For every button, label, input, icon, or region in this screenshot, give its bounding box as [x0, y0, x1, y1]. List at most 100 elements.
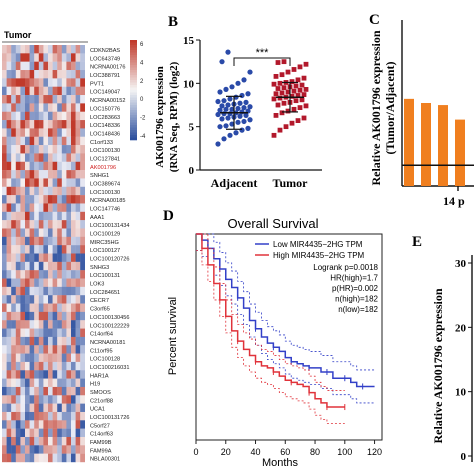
heatmap-cell [52, 428, 58, 438]
heatmap-cell [43, 95, 49, 104]
heatmap-row-label: CECR7 [90, 298, 109, 304]
heatmap-cell [11, 220, 16, 229]
survival-ci-upper [196, 233, 375, 371]
heatmap-cell [80, 53, 85, 62]
heatmap-cell [48, 270, 53, 279]
heatmap-cell [43, 286, 49, 296]
heatmap-cell [6, 153, 12, 162]
heatmap-panel: Tumor CDKN2BAS LOC643749 NCRNA00176 LOC3887… [2, 30, 146, 463]
heatmap-cell [20, 328, 26, 338]
heatmap-cell [48, 295, 53, 304]
heatmap-cell [52, 295, 58, 304]
survival-xlabel: Months [262, 457, 299, 469]
heatmap-cell [20, 120, 26, 129]
heatmap-cell [66, 45, 72, 54]
heatmap-cell [61, 261, 67, 271]
heatmap-cell [61, 428, 67, 438]
heatmap-cell [15, 128, 21, 137]
heatmap-cell [66, 328, 72, 338]
colorbar-step [130, 45, 137, 48]
heatmap-cell [25, 86, 30, 96]
heatmap-cell [71, 170, 76, 179]
heatmap-cell [2, 86, 7, 96]
scatter-point-tumor [275, 60, 281, 65]
heatmap-cell [43, 45, 49, 54]
scatter-point-tumor [271, 96, 277, 102]
heatmap-cell [61, 295, 67, 304]
heatmap-cell [20, 420, 26, 429]
heatmap-cell [11, 161, 16, 171]
heatmap-cell [11, 361, 16, 371]
heatmap-cell [43, 378, 49, 388]
heatmap-cell [25, 228, 30, 238]
colorbar-tick-label: 2 [140, 79, 144, 85]
heatmap-cell [66, 270, 72, 279]
heatmap-cell [2, 270, 7, 279]
heatmap-cell [71, 370, 76, 379]
heatmap-cell [34, 295, 39, 304]
scatter-point-tumor [277, 127, 283, 133]
heatmap-cell [80, 120, 85, 129]
heatmap-cell [15, 345, 21, 354]
heatmap-cell [52, 395, 58, 404]
heatmap-cell [11, 253, 16, 263]
heatmap-cell [61, 195, 67, 204]
heatmap-cell [38, 120, 44, 129]
heatmap-cell [38, 420, 44, 429]
heatmap-cell [75, 236, 81, 246]
heatmap-cell [29, 220, 35, 229]
scatter-point-tumor [295, 93, 301, 98]
heatmap-row-label: SNHG1 [90, 173, 109, 179]
heatmap-cell [43, 336, 49, 346]
heatmap-cell [80, 386, 85, 396]
heatmap-cell [52, 220, 58, 229]
heatmap-cell [34, 120, 39, 129]
scatter-point-adjacent [221, 98, 227, 104]
heatmap-cell [6, 453, 12, 463]
heatmap-cell [43, 236, 49, 246]
scatter-point-tumor [281, 59, 287, 65]
colorbar-step [130, 120, 137, 123]
heatmap-cell [6, 228, 12, 238]
heatmap-cell [48, 445, 53, 454]
heatmap-cell [29, 245, 35, 254]
heatmap-cell [66, 128, 72, 137]
heatmap-cell [15, 186, 21, 196]
heatmap-cell [38, 436, 44, 446]
heatmap-cell [52, 345, 58, 354]
heatmap-cell [48, 286, 53, 296]
heatmap-cell [15, 320, 21, 329]
heatmap-cell [38, 161, 44, 171]
heatmap-cell [25, 170, 30, 179]
scatter-point-tumor [293, 98, 299, 104]
heatmap-cell [29, 420, 35, 429]
heatmap-row-label: LOC100128 [90, 357, 120, 363]
heatmap-cell [75, 45, 81, 54]
colorbar-step [130, 77, 137, 81]
scatter-point-tumor [289, 120, 295, 126]
heatmap-cell [38, 328, 44, 338]
heatmap-cell [43, 203, 49, 212]
heatmap-cell [52, 336, 58, 346]
heatmap-cell [20, 186, 26, 196]
heatmap-cell [34, 336, 39, 346]
heatmap-cell [43, 228, 49, 238]
colorbar-step [130, 72, 137, 76]
heatmap-cell [75, 161, 81, 171]
heatmap-cell [61, 320, 67, 329]
heatmap-cell [2, 253, 7, 263]
heatmap-row-label: SMOOS [90, 390, 111, 396]
heatmap-cell [57, 186, 62, 196]
survival-ci-lower [196, 250, 345, 424]
panel-letter-b: B [168, 14, 178, 30]
survival-ci-upper [196, 233, 345, 391]
heatmap-cell [11, 311, 16, 321]
scatter-point-adjacent [215, 98, 221, 105]
heatmap-cell [75, 386, 81, 396]
heatmap-cell [71, 161, 76, 171]
heatmap-cell [52, 228, 58, 238]
heatmap-cell [29, 328, 35, 338]
heatmap-cell [57, 236, 62, 246]
heatmap-cell [25, 78, 30, 87]
heatmap-row-label: LOC100131434 [90, 223, 130, 229]
